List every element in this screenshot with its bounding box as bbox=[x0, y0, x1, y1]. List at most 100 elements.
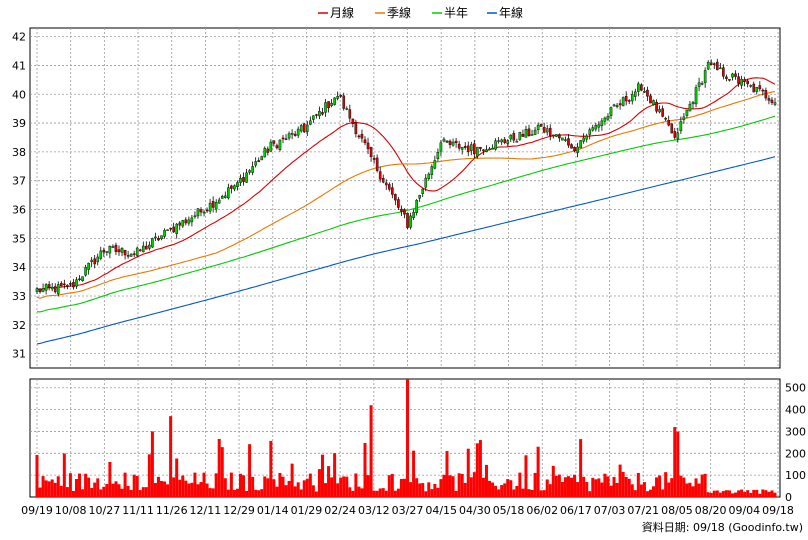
candle-body bbox=[612, 104, 616, 107]
candle-body bbox=[135, 247, 139, 256]
volume-bar bbox=[746, 490, 750, 497]
candle-body bbox=[90, 259, 93, 263]
candle-body bbox=[442, 138, 446, 142]
x-tick-label: 11/26 bbox=[156, 504, 188, 517]
volume-grid bbox=[30, 379, 780, 497]
volume-bar bbox=[175, 458, 179, 497]
candle-body bbox=[624, 96, 628, 102]
volume-bar bbox=[436, 487, 440, 497]
candle-body bbox=[497, 140, 500, 142]
volume-bar bbox=[59, 485, 63, 497]
volume-bar bbox=[327, 466, 331, 497]
candle-body bbox=[299, 125, 303, 132]
volume-bar bbox=[454, 490, 458, 497]
legend-label-1: 季線 bbox=[387, 5, 411, 20]
x-tick-label: 01/29 bbox=[291, 504, 323, 517]
candle-body bbox=[342, 95, 346, 109]
candle-body bbox=[415, 199, 418, 213]
candle-body bbox=[545, 128, 549, 133]
volume-bar bbox=[554, 475, 558, 497]
x-tick-label: 03/12 bbox=[358, 504, 390, 517]
volume-bar bbox=[497, 489, 501, 497]
volume-bar bbox=[296, 482, 300, 497]
volume-bar bbox=[84, 473, 88, 497]
volume-bar bbox=[740, 489, 744, 497]
volume-tick-label: 0 bbox=[785, 491, 792, 504]
volume-bar bbox=[682, 477, 686, 497]
volume-bar bbox=[421, 483, 425, 497]
price-tick-label: 37 bbox=[12, 175, 26, 188]
volume-bar bbox=[226, 489, 230, 497]
candle-body bbox=[682, 116, 686, 120]
candle-body bbox=[278, 139, 282, 150]
candle-body bbox=[694, 87, 698, 105]
candle-body bbox=[230, 185, 233, 189]
candle-body bbox=[488, 148, 491, 151]
x-tick-label: 10/27 bbox=[89, 504, 121, 517]
volume-tick-label: 100 bbox=[785, 469, 806, 482]
volume-bar bbox=[755, 489, 759, 497]
volume-bar bbox=[314, 491, 318, 497]
volume-bar bbox=[488, 480, 492, 497]
price-panel bbox=[29, 27, 781, 369]
volume-panel bbox=[29, 378, 781, 498]
volume-bar bbox=[275, 486, 279, 497]
volume-bar bbox=[102, 486, 106, 497]
candle-body bbox=[321, 112, 324, 115]
volume-bar bbox=[600, 482, 604, 497]
volume-bar bbox=[615, 482, 619, 497]
candle-body bbox=[263, 148, 267, 158]
volume-bar bbox=[214, 473, 218, 497]
candle-body bbox=[667, 120, 671, 126]
volume-bar bbox=[700, 474, 704, 497]
legend: 月線 季線 半年 年線 bbox=[318, 5, 523, 20]
volume-bar bbox=[679, 475, 683, 497]
ma-line-0 bbox=[36, 77, 776, 291]
volume-bar bbox=[721, 491, 725, 497]
volume-bar bbox=[375, 490, 379, 497]
volume-bar bbox=[348, 487, 352, 497]
volume-bar bbox=[506, 479, 510, 497]
candle-body bbox=[345, 108, 349, 110]
candle-body bbox=[223, 195, 227, 198]
volume-bar bbox=[597, 478, 601, 497]
candle-body bbox=[725, 76, 728, 79]
candle-body bbox=[661, 108, 664, 117]
volume-bar bbox=[342, 476, 346, 497]
volume-bar bbox=[74, 478, 78, 497]
candle-body bbox=[391, 187, 394, 195]
volume-bar bbox=[93, 482, 97, 497]
volume-bar bbox=[588, 491, 592, 497]
candle-body bbox=[703, 70, 707, 84]
candle-body bbox=[618, 103, 622, 106]
candle-body bbox=[476, 146, 479, 157]
volume-bar bbox=[563, 477, 567, 497]
x-tick-label: 07/03 bbox=[594, 504, 626, 517]
candle-body bbox=[579, 140, 582, 149]
volume-bar bbox=[478, 440, 482, 497]
candle-body bbox=[406, 212, 409, 228]
candle-body bbox=[457, 143, 461, 149]
candle-body bbox=[354, 122, 358, 134]
x-tick-label: 02/24 bbox=[324, 504, 356, 517]
volume-bar bbox=[117, 484, 121, 497]
candle-body bbox=[640, 84, 643, 91]
candle-body bbox=[309, 120, 312, 125]
volume-bar bbox=[263, 476, 267, 497]
candle-body bbox=[758, 85, 762, 90]
candle-body bbox=[93, 258, 97, 265]
candle-body bbox=[436, 152, 440, 160]
price-tick-label: 31 bbox=[12, 348, 26, 361]
x-tick-label: 06/02 bbox=[526, 504, 558, 517]
candle-body bbox=[448, 140, 452, 145]
x-axis: 09/19 10/08 10/27 11/11 11/26 12/11 12/29 01/14… bbox=[21, 504, 794, 517]
candle-body bbox=[752, 83, 756, 93]
volume-bar bbox=[630, 484, 634, 497]
volume-bar bbox=[302, 480, 306, 497]
volume-bar bbox=[90, 487, 94, 497]
x-tick-label: 07/21 bbox=[627, 504, 659, 517]
candle-body bbox=[202, 211, 206, 214]
candle-body bbox=[154, 236, 157, 239]
candle-body bbox=[548, 127, 552, 136]
volume-bar bbox=[336, 483, 340, 497]
